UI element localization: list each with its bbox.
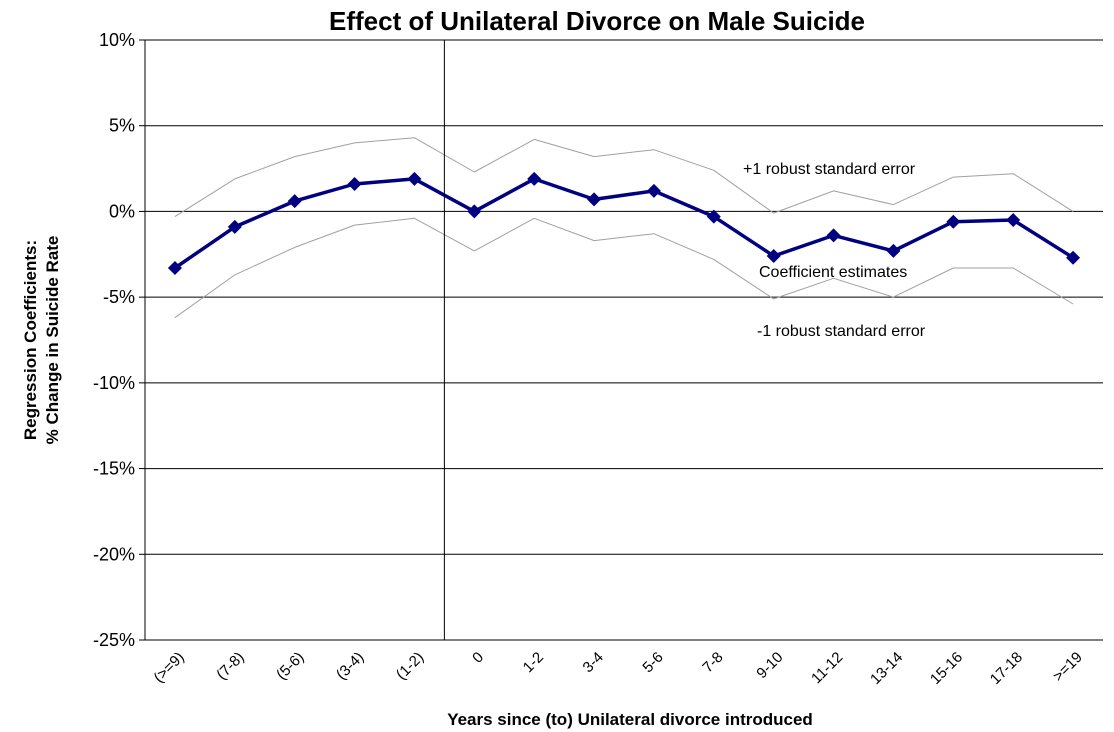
annotation-lower-se: -1 robust standard error — [757, 323, 926, 340]
x-tick-label: (3-4) — [333, 649, 367, 683]
series-layer — [167, 137, 1081, 319]
data-point — [766, 249, 781, 263]
data-point — [646, 183, 661, 198]
data-point — [167, 261, 182, 275]
x-tick-label: 11-12 — [808, 649, 846, 687]
x-tick-label: (>=9) — [150, 649, 187, 686]
x-tick-label: 5-6 — [639, 649, 666, 676]
series-line-2 — [174, 217, 1074, 319]
x-tick-labels: (>=9) (7-8) (5-6) (3-4) (1-2) 0 1-2 3-4 5-6 7-8 9-… — [150, 649, 1086, 688]
x-tick-label: 15-16 — [927, 649, 966, 688]
y-axis-label: Regression Coefficients: % Change in Sui… — [21, 236, 62, 445]
x-tick-label: 1-2 — [520, 649, 547, 676]
y-tick-label: -5% — [103, 287, 135, 307]
axes — [144, 40, 1103, 641]
data-point — [407, 171, 422, 186]
x-tick-label: (7-8) — [213, 649, 247, 683]
x-tick-label: 13-14 — [867, 649, 906, 688]
x-tick-label: (5-6) — [273, 649, 307, 683]
x-axis-label: Years since (to) Unilateral divorce intr… — [447, 710, 813, 729]
y-axis-label-line2: % Change in Suicide Rate — [43, 236, 62, 445]
data-point — [1066, 250, 1081, 265]
y-tick-label: 10% — [99, 30, 135, 50]
x-tick-label: 0 — [469, 649, 487, 667]
annotation-upper-se: +1 robust standard error — [743, 161, 916, 178]
y-tick-label: -20% — [93, 544, 135, 564]
x-tick-label: 9-10 — [753, 649, 786, 682]
x-tick-label: 17-18 — [987, 649, 1026, 688]
y-tick-labels: 10% 5% 0% -5% -10% -15% -20% -25% — [93, 30, 135, 650]
y-tick-label: 0% — [109, 201, 135, 221]
data-point — [527, 171, 542, 186]
series-line-0 — [174, 137, 1074, 218]
series-line-1 — [173, 177, 1075, 270]
y-axis-label-line1: Regression Coefficients: — [21, 240, 40, 440]
data-point — [946, 214, 961, 229]
data-point — [706, 209, 721, 224]
data-point — [587, 192, 602, 207]
y-tick-label: -10% — [93, 373, 135, 393]
annotation-coefficient: Coefficient estimates — [759, 264, 907, 281]
x-tick-label: 3-4 — [580, 649, 607, 676]
x-tick-label: 7-8 — [699, 649, 726, 676]
data-point — [826, 228, 841, 243]
x-tick-label: >=19 — [1050, 649, 1086, 685]
data-point — [227, 219, 242, 234]
data-point — [347, 177, 362, 191]
y-tick-label: 5% — [109, 116, 135, 136]
data-point — [287, 194, 302, 209]
plot-area — [145, 40, 1103, 640]
chart-title: Effect of Unilateral Divorce on Male Sui… — [329, 6, 865, 36]
y-tick-label: -15% — [93, 459, 135, 479]
data-point — [1006, 213, 1021, 227]
y-tick-label: -25% — [93, 630, 135, 650]
data-point — [886, 243, 901, 258]
data-point — [467, 204, 482, 219]
x-tick-label: (1-2) — [393, 649, 427, 683]
